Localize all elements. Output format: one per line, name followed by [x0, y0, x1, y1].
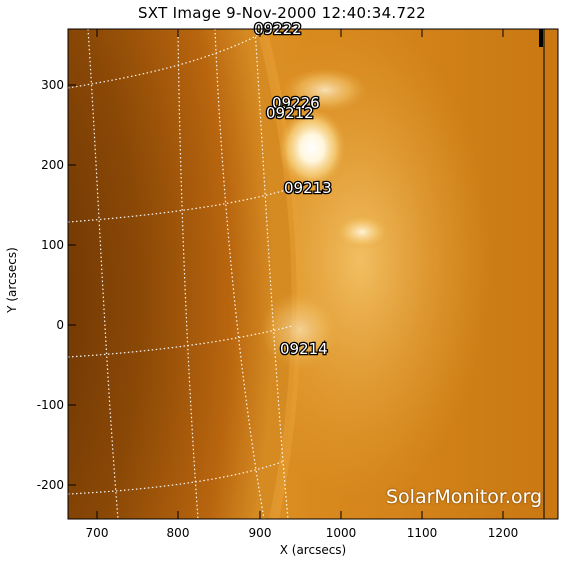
y-ticks	[68, 84, 76, 486]
flare-core	[278, 108, 346, 188]
region-label-09212: 09212	[266, 104, 314, 122]
right-edge-marker	[539, 29, 543, 47]
heliographic-grid	[68, 29, 293, 519]
solar-disk	[68, 29, 297, 519]
x-tick-label: 800	[167, 526, 190, 540]
x-tick-label: 1200	[488, 526, 519, 540]
region-label-09213: 09213	[284, 179, 332, 197]
bright-loop-north	[283, 68, 367, 112]
bright-region-south	[260, 290, 340, 370]
y-tick-label: 100	[41, 238, 64, 252]
x-tick-label: 900	[249, 526, 272, 540]
plot-frame	[67, 28, 559, 520]
x-axis-label: X (arcsecs)	[280, 543, 347, 557]
y-tick-label: 0	[56, 318, 64, 332]
x-tick-label: 1100	[407, 526, 438, 540]
bright-loop-east	[334, 214, 390, 250]
x-tick-label: 1000	[326, 526, 357, 540]
x-ticks	[96, 29, 504, 519]
y-tick-label: -100	[37, 398, 64, 412]
region-label-09214: 09214	[280, 340, 328, 358]
y-tick-label: 200	[41, 158, 64, 172]
plot-title: SXT Image 9-Nov-2000 12:40:34.722	[137, 4, 427, 22]
y-axis-label: Y (arcsecs)	[5, 247, 19, 314]
region-label-09226: 09226	[272, 94, 320, 112]
y-tick-label: 300	[41, 78, 64, 92]
watermark-text: SolarMonitor.org	[386, 486, 543, 508]
y-tick-label: -200	[37, 478, 64, 492]
x-tick-label: 700	[86, 526, 109, 540]
